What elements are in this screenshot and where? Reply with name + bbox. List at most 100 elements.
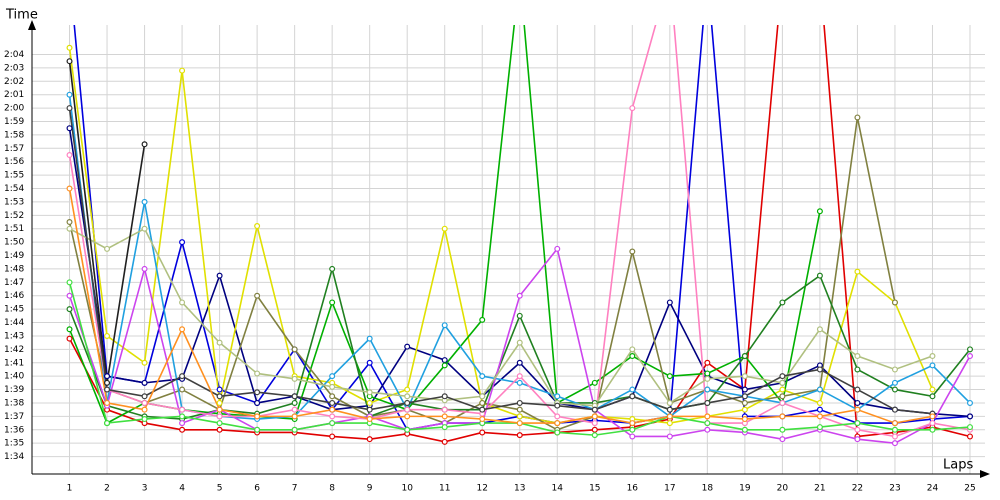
point — [891, 426, 898, 433]
point — [216, 339, 223, 346]
point — [704, 386, 711, 393]
point — [441, 362, 448, 369]
y-tick-label: 1:43 — [4, 331, 24, 341]
x-tick-label: 1 — [67, 484, 73, 494]
x-tick-label: 16 — [627, 484, 639, 494]
point — [554, 402, 561, 409]
point — [854, 436, 861, 443]
point — [629, 105, 636, 112]
point — [179, 239, 186, 246]
point — [216, 399, 223, 406]
x-tick-label: 8 — [329, 484, 335, 494]
x-tick-label: 6 — [254, 484, 260, 494]
point — [666, 433, 673, 440]
point — [929, 353, 936, 360]
point — [929, 362, 936, 369]
point — [179, 426, 186, 433]
x-tick-label: 14 — [552, 484, 564, 494]
point — [516, 399, 523, 406]
y-tick-label: 1:50 — [4, 238, 24, 248]
y-tick-label: 1:37 — [4, 412, 24, 422]
point — [179, 413, 186, 420]
point — [366, 399, 373, 406]
x-tick-label: 9 — [367, 484, 373, 494]
point — [966, 353, 973, 360]
point — [966, 346, 973, 353]
y-tick-label: 1:34 — [4, 452, 24, 462]
point — [516, 413, 523, 420]
x-tick-label: 13 — [514, 484, 525, 494]
point — [741, 426, 748, 433]
point — [704, 370, 711, 377]
point — [291, 346, 298, 353]
y-tick-label: 1:47 — [4, 278, 24, 288]
point — [516, 373, 523, 380]
point — [704, 413, 711, 420]
series-line — [68, 188, 933, 424]
point — [66, 306, 73, 313]
point — [854, 268, 861, 275]
point — [816, 399, 823, 406]
point — [891, 406, 898, 413]
point — [179, 299, 186, 306]
point — [929, 393, 936, 400]
point — [66, 44, 73, 51]
series-line — [68, 107, 933, 415]
point — [141, 393, 148, 400]
point — [66, 125, 73, 132]
point — [254, 292, 261, 299]
point — [479, 316, 486, 323]
point — [104, 420, 111, 427]
x-arrow — [980, 470, 990, 478]
point — [891, 366, 898, 373]
point — [366, 416, 373, 423]
x-tick-label: 5 — [217, 484, 223, 494]
point — [66, 91, 73, 98]
point — [891, 420, 898, 427]
series-group — [66, 25, 973, 447]
point — [591, 426, 598, 433]
point — [66, 326, 73, 333]
point — [141, 406, 148, 413]
point — [591, 406, 598, 413]
point — [366, 436, 373, 443]
point — [741, 373, 748, 380]
point — [441, 357, 448, 364]
point — [516, 359, 523, 366]
y-tick-label: 1:49 — [4, 251, 24, 261]
point — [141, 265, 148, 272]
point — [329, 433, 336, 440]
point — [441, 225, 448, 232]
point — [404, 393, 411, 400]
point — [441, 406, 448, 413]
series-line — [69, 227, 933, 407]
point — [404, 399, 411, 406]
point — [891, 440, 898, 447]
point — [216, 426, 223, 433]
x-tick-label: 19 — [739, 484, 751, 494]
point — [891, 379, 898, 386]
point — [666, 373, 673, 380]
point — [591, 379, 598, 386]
point — [629, 386, 636, 393]
y-tick-label: 1:51 — [4, 224, 24, 234]
point — [816, 406, 823, 413]
point — [554, 413, 561, 420]
point — [404, 406, 411, 413]
point — [554, 393, 561, 400]
point — [966, 413, 973, 420]
point — [629, 353, 636, 360]
point — [516, 292, 523, 299]
y-axis-label: Time — [5, 8, 38, 23]
point — [66, 292, 73, 299]
point — [104, 332, 111, 339]
point — [816, 366, 823, 373]
point — [329, 299, 336, 306]
point — [254, 399, 261, 406]
point — [779, 426, 786, 433]
y-tick-label: 1:40 — [4, 372, 24, 382]
point — [966, 433, 973, 440]
point — [66, 279, 73, 286]
point — [854, 399, 861, 406]
